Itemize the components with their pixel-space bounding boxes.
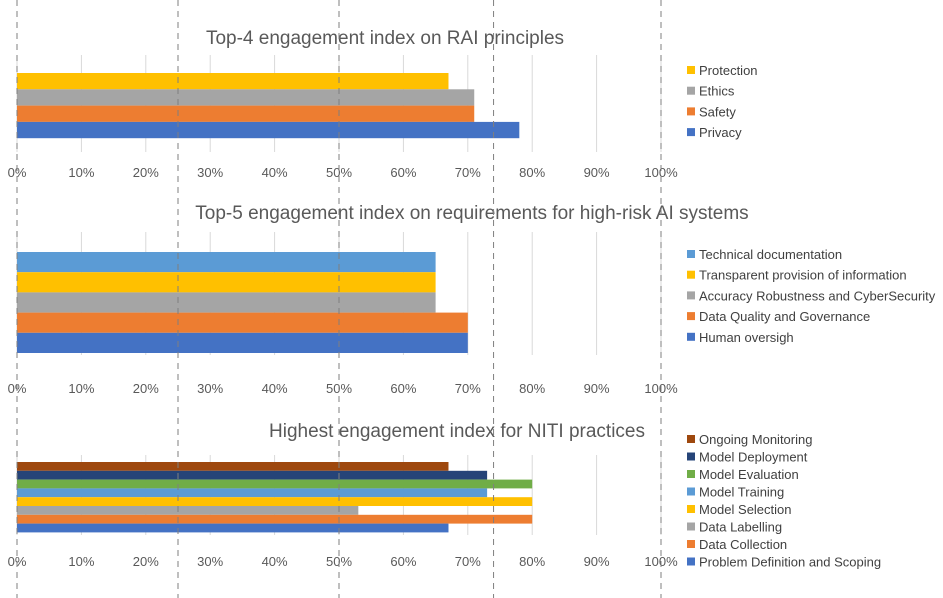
x-tick-label: 40% [262, 165, 288, 180]
legend-entry: Privacy [699, 125, 742, 140]
bar-model-selection [17, 497, 533, 506]
legend-entry: Safety [699, 104, 736, 119]
x-tick-label: 30% [197, 554, 223, 569]
bar-transparent-provision-of-information [17, 272, 436, 293]
bar-accuracy-robustness-and-cybersecurity [17, 292, 436, 313]
x-tick-label: 10% [68, 381, 94, 396]
legend-entry: Technical documentation [699, 247, 842, 262]
x-tick-label: 60% [390, 381, 416, 396]
x-tick-label: 90% [584, 554, 610, 569]
legend-swatch [687, 250, 695, 258]
legend-entry: Human oversigh [699, 330, 794, 345]
chart-title: Top-4 engagement index on RAI principles [206, 28, 564, 49]
legend-entry: Ongoing Monitoring [699, 432, 812, 447]
bar-model-deployment [17, 470, 488, 480]
bar-technical-documentation [17, 252, 436, 273]
legend-swatch [687, 86, 695, 95]
x-tick-label: 70% [455, 554, 481, 569]
bar-privacy [17, 121, 520, 139]
legend-swatch [687, 270, 695, 279]
x-tick-label: 30% [197, 381, 223, 396]
bar-ethics [17, 89, 475, 106]
x-tick-label: 40% [262, 381, 288, 396]
x-tick-label: 70% [455, 165, 481, 180]
legend-entry: Ethics [699, 84, 735, 99]
legend-swatch [687, 487, 695, 496]
legend-entry: Accuracy Robustness and CyberSecurity [699, 288, 936, 303]
legend-entry: Model Selection [699, 502, 792, 517]
x-tick-label: 0% [8, 165, 27, 180]
x-tick-label: 20% [133, 381, 159, 396]
x-tick-label: 90% [584, 165, 610, 180]
legend-swatch [687, 128, 695, 137]
x-tick-label: 90% [584, 381, 610, 396]
bar-safety [17, 105, 475, 122]
bar-ongoing-monitoring [17, 462, 449, 471]
legend-entry: Model Training [699, 485, 784, 500]
x-tick-label: 10% [68, 554, 94, 569]
bar-model-evaluation [17, 479, 533, 489]
legend-swatch [687, 505, 695, 513]
bar-human-oversigh [17, 332, 468, 353]
legend-entry: Transparent provision of information [699, 268, 907, 283]
legend-swatch [687, 332, 695, 341]
legend-swatch [687, 291, 695, 300]
bar-data-labelling [17, 506, 359, 515]
x-tick-label: 20% [133, 554, 159, 569]
legend-swatch [687, 470, 695, 478]
legend-swatch [687, 557, 695, 566]
legend-swatch [687, 540, 695, 548]
legend-swatch [687, 66, 695, 74]
legend-swatch [687, 435, 695, 443]
x-tick-label: 80% [519, 381, 545, 396]
x-tick-label: 80% [519, 165, 545, 180]
x-tick-label: 30% [197, 165, 223, 180]
legend-entry: Model Evaluation [699, 467, 799, 482]
bar-data-quality-and-governance [17, 312, 468, 333]
x-tick-label: 80% [519, 554, 545, 569]
legend-entry: Model Deployment [699, 450, 808, 465]
x-tick-label: 20% [133, 165, 159, 180]
x-tick-label: 60% [390, 554, 416, 569]
legend-entry: Data Collection [699, 537, 787, 552]
legend-swatch [687, 107, 695, 116]
x-tick-label: 70% [455, 381, 481, 396]
legend-swatch [687, 452, 695, 461]
legend-entry: Data Labelling [699, 520, 782, 535]
legend-swatch [687, 312, 695, 321]
x-tick-label: 100% [644, 165, 678, 180]
bar-model-training [17, 488, 488, 498]
bar-problem-definition-and-scoping [17, 523, 449, 533]
legend-entry: Protection [699, 63, 758, 78]
x-tick-label: 50% [326, 165, 352, 180]
x-tick-label: 10% [68, 165, 94, 180]
chart-title: Highest engagement index for NITI practi… [269, 421, 645, 442]
x-tick-label: 60% [390, 165, 416, 180]
chart-title: Top-5 engagement index on requirements f… [195, 203, 748, 224]
bar-protection [17, 73, 449, 90]
x-tick-label: 40% [262, 554, 288, 569]
bar-data-collection [17, 514, 533, 524]
legend-entry: Data Quality and Governance [699, 309, 870, 324]
legend-entry: Problem Definition and Scoping [699, 555, 881, 570]
legend-swatch [687, 522, 695, 531]
